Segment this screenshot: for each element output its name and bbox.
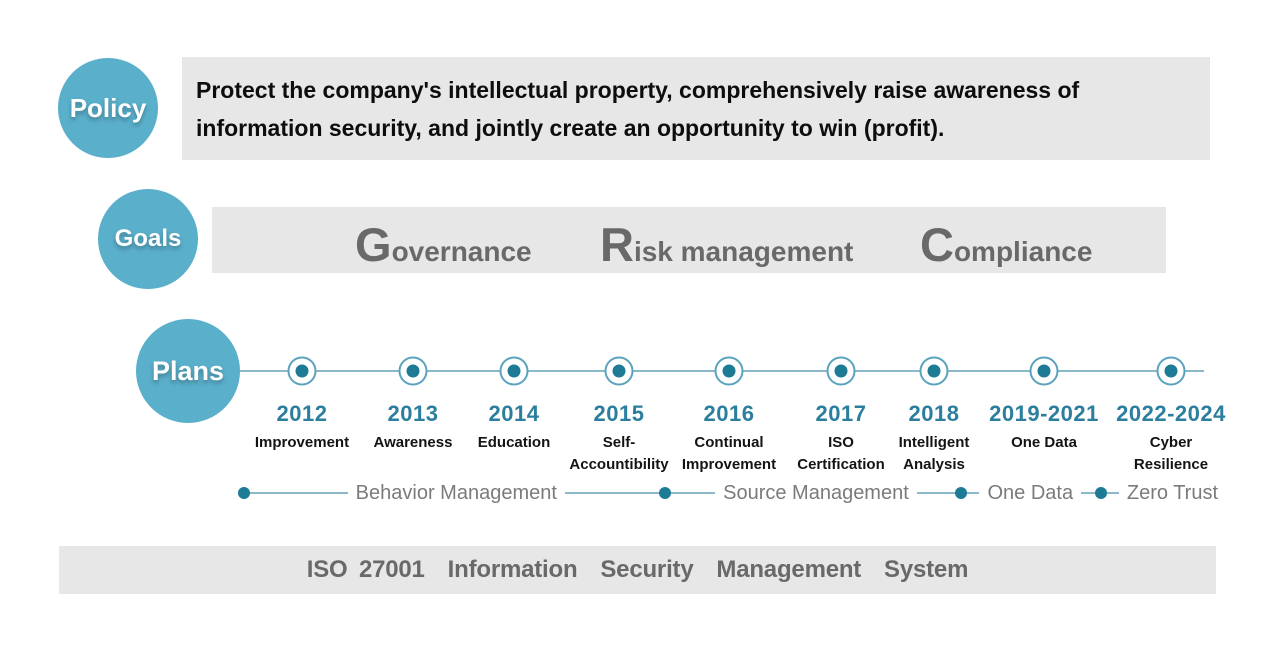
phase-connector (250, 492, 348, 494)
milestone-2018: 2018 Intelligent Analysis (849, 401, 1019, 476)
milestone-label-line: Improvement (254, 434, 350, 451)
footer-title: ISO 27001 Information Security Managemen… (306, 556, 969, 583)
milestone-year: 2017 (815, 401, 867, 426)
milestone-label-line: Analysis (903, 456, 965, 473)
phase-source-management: Source Management (723, 481, 909, 504)
milestone-2015: 2015 Self- Accountibility (534, 401, 704, 476)
timeline-node-dot (1037, 364, 1051, 378)
milestone-label-line: One Data (1011, 434, 1077, 451)
milestone-label: Education (429, 432, 599, 454)
plans-bubble: Plans (136, 319, 240, 423)
timeline-node-2013 (398, 356, 428, 386)
milestone-label-line: Cyber (1149, 434, 1193, 451)
phase-connector (670, 492, 716, 494)
policy-statement-line-2: information security, and jointly create… (196, 114, 945, 141)
milestone-year: 2016 (703, 401, 755, 426)
milestone-year: 2022-2024 (1116, 401, 1226, 426)
milestone-label-line: Education (477, 434, 551, 451)
phase-track: Behavior Management Source Management On… (238, 481, 1226, 505)
timeline-node-2012 (287, 356, 317, 386)
phase-connector (967, 492, 980, 494)
milestone-year: 2019-2021 (989, 401, 1099, 426)
timeline-node-dot (927, 364, 941, 378)
policy-bubble-label: Policy (69, 92, 147, 123)
milestone-label-line: Accountibility (569, 456, 669, 473)
policy-bubble: Policy (58, 58, 158, 158)
milestone-label: ISO Certification (756, 432, 926, 476)
timeline-node-2015 (604, 356, 634, 386)
milestone-label-line: Improvement (681, 456, 777, 473)
milestone-label: Intelligent Analysis (849, 432, 1019, 476)
goal-governance: Governance (355, 221, 532, 268)
milestone-label: Continual Improvement (644, 432, 814, 476)
plans-bubble-label: Plans (151, 355, 225, 386)
phase-dot (658, 487, 671, 499)
milestone-label: Improvement (217, 432, 387, 454)
goal-risk-initial: R (600, 218, 634, 271)
milestone-label: One Data (959, 432, 1129, 454)
goals-bubble: Goals (98, 189, 198, 289)
milestone-label-line: Self- (602, 434, 636, 451)
goals-panel: Governance Risk management Compliance (212, 207, 1166, 273)
phase-one-data: One Data (987, 481, 1074, 504)
milestone-label: Self- Accountibility (534, 432, 704, 476)
milestone-year: 2018 (908, 401, 960, 426)
timeline-node-dot (1164, 364, 1178, 378)
milestone-2016: 2016 Continual Improvement (644, 401, 814, 476)
goal-risk-management: Risk management (600, 221, 853, 268)
timeline-node-2014 (499, 356, 529, 386)
timeline-node-2017 (826, 356, 856, 386)
milestone-year: 2015 (593, 401, 645, 426)
timeline-node-dot (722, 364, 736, 378)
milestone-year: 2012 (276, 401, 328, 426)
milestone-label-line: Awareness (373, 434, 453, 451)
goal-compliance-rest: ompliance (953, 236, 1093, 267)
timeline-node-dot (295, 364, 309, 378)
goal-compliance-initial: C (920, 218, 954, 271)
policy-statement-panel: Protect the company's intellectual prope… (182, 57, 1210, 160)
timeline-node-2016 (714, 356, 744, 386)
timeline-node-2022-2024 (1156, 356, 1186, 386)
phase-behavior-management: Behavior Management (355, 481, 557, 504)
phase-dot (1094, 487, 1107, 499)
milestone-label: Cyber Resilience (1086, 432, 1256, 476)
goals-bubble-label: Goals (114, 225, 182, 252)
timeline-node-dot (406, 364, 420, 378)
milestone-2019-2021: 2019-2021 One Data (959, 401, 1129, 454)
milestone-2017: 2017 ISO Certification (756, 401, 926, 476)
milestone-2012: 2012 Improvement (217, 401, 387, 454)
timeline-node-2018 (919, 356, 949, 386)
milestone-2013: 2013 Awareness (328, 401, 498, 454)
timeline-node-dot (612, 364, 626, 378)
timeline-node-dot (834, 364, 848, 378)
phase-dot (238, 487, 250, 499)
milestone-label: Awareness (328, 432, 498, 454)
timeline-node-dot (507, 364, 521, 378)
phase-dot (955, 487, 968, 499)
goal-governance-initial: G (355, 218, 392, 271)
milestone-2022-2024: 2022-2024 Cyber Resilience (1086, 401, 1256, 476)
phase-connector (1081, 492, 1095, 494)
policy-statement-line-1: Protect the company's intellectual prope… (196, 76, 1080, 103)
phase-zero-trust: Zero Trust (1126, 481, 1219, 504)
milestone-year: 2013 (387, 401, 439, 426)
goal-governance-rest: overnance (391, 236, 532, 267)
milestone-2014: 2014 Education (429, 401, 599, 454)
goal-risk-rest: isk management (633, 236, 854, 267)
milestone-label-line: ISO (828, 434, 854, 451)
phase-connector (564, 492, 659, 494)
phase-connector (1106, 492, 1119, 494)
phase-connector (916, 492, 956, 494)
milestone-label-line: Intelligent (898, 434, 970, 451)
milestone-label-line: Certification (797, 456, 885, 473)
goal-compliance: Compliance (920, 221, 1092, 268)
footer-banner: ISO 27001 Information Security Managemen… (59, 546, 1216, 594)
milestone-label-line: Resilience (1133, 456, 1209, 473)
milestone-label-line: Continual (694, 434, 764, 451)
milestone-year: 2014 (488, 401, 540, 426)
timeline-node-2019-2021 (1029, 356, 1059, 386)
